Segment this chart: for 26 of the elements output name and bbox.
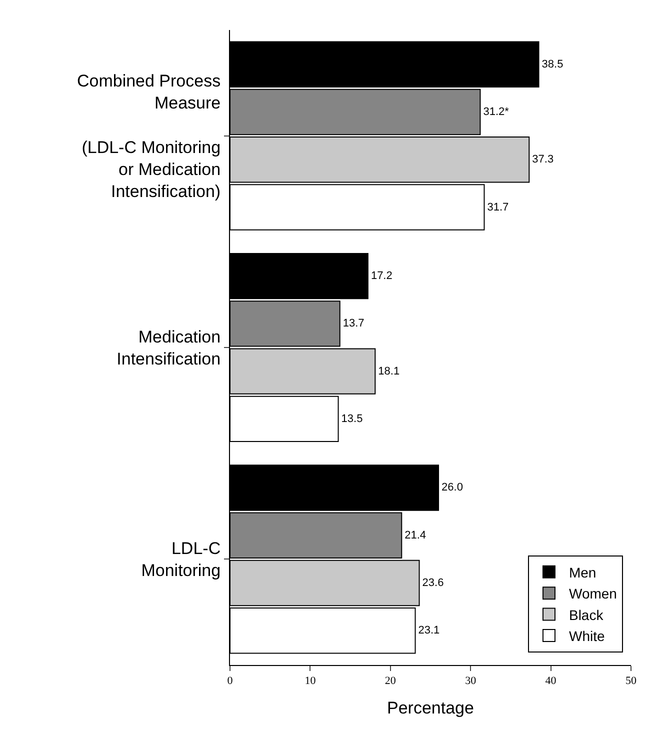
x-tick-label: 0 bbox=[227, 675, 234, 688]
legend-label: Men bbox=[568, 564, 596, 580]
data-label: 13.5 bbox=[341, 412, 363, 425]
x-tick-label: 40 bbox=[545, 675, 557, 688]
x-axis-title: Percentage bbox=[387, 698, 474, 718]
legend-label: White bbox=[568, 628, 605, 644]
data-label: 21.4 bbox=[404, 529, 426, 542]
y-tick-label: Medication Intensification bbox=[116, 327, 221, 368]
x-tick-label: 10 bbox=[304, 675, 316, 688]
y-tick-label: LDL-C Monitoring bbox=[141, 539, 221, 580]
category-label: Combined Process Measure (LDL-C Monitoring or Medication Intensification) bbox=[76, 72, 221, 202]
data-label: 31.7 bbox=[487, 201, 509, 214]
data-label: 18.1 bbox=[378, 365, 400, 378]
data-label: 17.2 bbox=[370, 270, 392, 282]
data-label: 23.6 bbox=[422, 576, 444, 589]
data-label: 37.3 bbox=[532, 154, 554, 166]
legend-label: Women bbox=[568, 586, 617, 602]
x-tick-label: 50 bbox=[626, 675, 637, 688]
legend-label: Black bbox=[568, 606, 604, 623]
data-label: 31.2* bbox=[483, 106, 510, 118]
x-tick-label: 30 bbox=[465, 675, 477, 688]
x-tick-label: 20 bbox=[384, 675, 396, 688]
data-label: 38.5 bbox=[542, 58, 564, 70]
data-label: 23.1 bbox=[418, 624, 440, 637]
data-label: 13.7 bbox=[342, 318, 364, 330]
data-label: 26.0 bbox=[442, 482, 463, 494]
